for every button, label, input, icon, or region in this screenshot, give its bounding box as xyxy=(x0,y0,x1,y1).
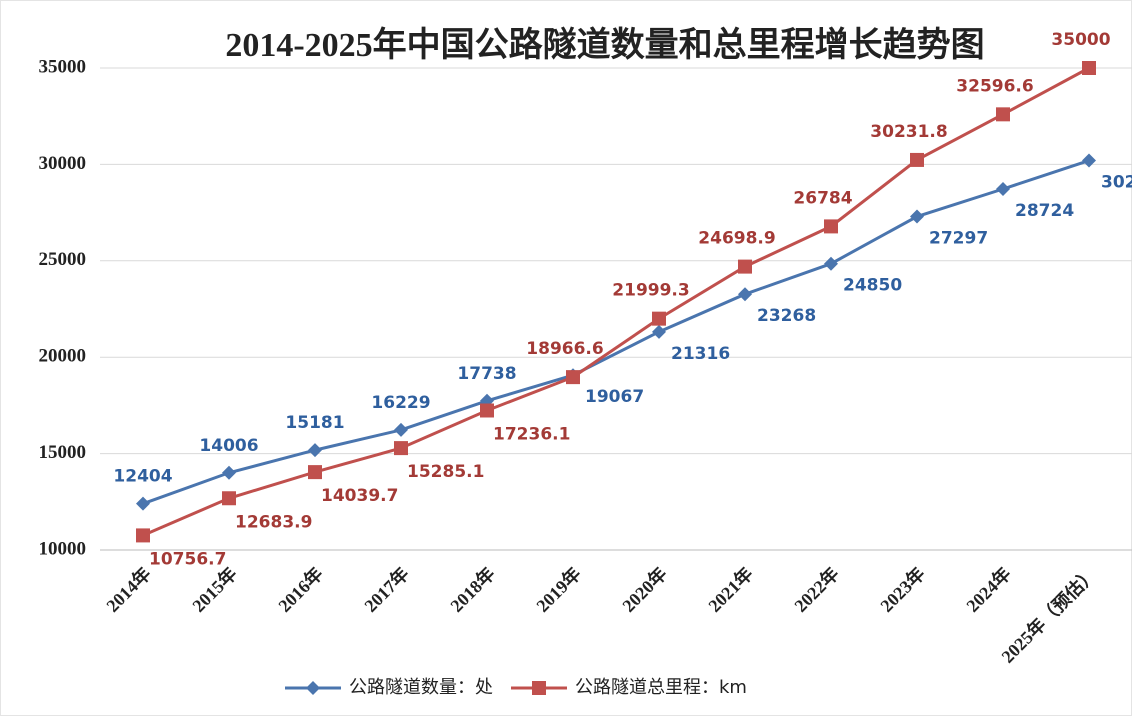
marker xyxy=(910,209,924,224)
data-label: 18966.6 xyxy=(526,339,603,359)
marker xyxy=(136,496,150,511)
marker xyxy=(566,370,580,385)
marker xyxy=(824,219,838,234)
data-label: 16229 xyxy=(371,393,430,413)
data-label: 19067 xyxy=(585,387,644,407)
data-label: 17738 xyxy=(457,364,516,384)
data-label: 27297 xyxy=(929,229,988,249)
data-label: 14006 xyxy=(199,436,258,456)
series-line xyxy=(142,66,1090,537)
marker xyxy=(652,311,666,326)
y-tick-label: 20000 xyxy=(39,346,87,367)
legend-marker xyxy=(532,681,546,695)
legend-label: 公路隧道总里程：km xyxy=(575,677,747,698)
data-label: 12404 xyxy=(113,467,172,487)
data-label: 12683.9 xyxy=(235,512,312,532)
y-tick-label: 25000 xyxy=(39,249,87,270)
data-label: 30231.8 xyxy=(870,122,947,142)
data-label: 24698.9 xyxy=(698,229,775,249)
series-line xyxy=(142,159,1090,506)
chart-title: 2014-2025年中国公路隧道数量和总里程增长趋势图 xyxy=(225,26,984,64)
marker xyxy=(738,259,752,274)
marker xyxy=(394,441,408,456)
data-label: 10756.7 xyxy=(149,549,226,569)
marker xyxy=(394,422,408,437)
data-label: 15285.1 xyxy=(407,462,484,482)
data-label: 17236.1 xyxy=(493,424,570,444)
marker xyxy=(996,182,1010,197)
marker xyxy=(824,256,838,271)
data-label: 15181 xyxy=(285,413,344,433)
y-tick-label: 35000 xyxy=(39,56,87,77)
data-label: 30200 xyxy=(1101,173,1132,193)
marker xyxy=(308,443,322,458)
marker xyxy=(1082,153,1096,168)
data-label: 35000 xyxy=(1051,30,1110,50)
data-label: 32596.6 xyxy=(956,76,1033,96)
y-tick-label: 15000 xyxy=(39,442,87,463)
data-label: 23268 xyxy=(757,306,816,326)
marker xyxy=(222,491,236,506)
data-label: 24850 xyxy=(843,276,902,296)
marker xyxy=(136,528,150,543)
data-label: 21316 xyxy=(671,344,730,364)
marker xyxy=(222,465,236,480)
marker xyxy=(308,465,322,480)
legend-marker xyxy=(306,681,320,695)
marker xyxy=(996,107,1010,122)
legend-label: 公路隧道数量：处 xyxy=(349,677,493,698)
marker xyxy=(910,152,924,167)
marker xyxy=(738,287,752,302)
marker xyxy=(652,324,666,339)
y-tick-label: 10000 xyxy=(39,538,87,559)
data-label: 14039.7 xyxy=(321,486,398,506)
data-label: 21999.3 xyxy=(612,281,689,301)
marker xyxy=(480,403,494,418)
y-tick-label: 30000 xyxy=(39,153,87,174)
data-label: 28724 xyxy=(1015,201,1074,221)
marker xyxy=(1082,61,1096,75)
data-label: 26784 xyxy=(793,188,852,208)
